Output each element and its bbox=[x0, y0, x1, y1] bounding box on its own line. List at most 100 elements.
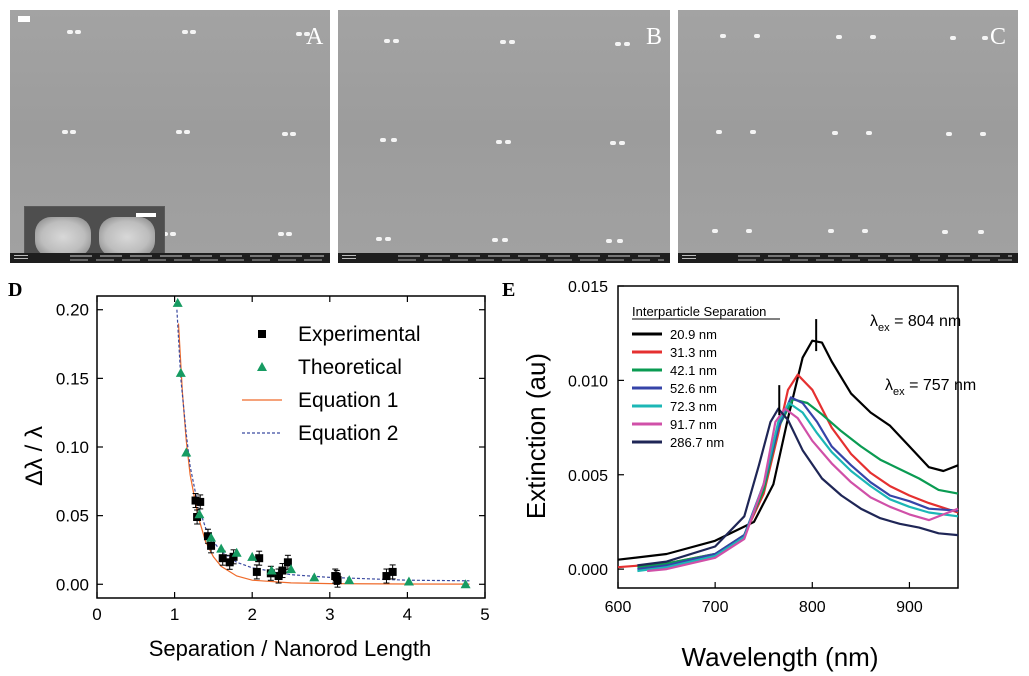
nanorod-closeup bbox=[99, 217, 155, 257]
spectrum-72-3-nm bbox=[637, 401, 959, 573]
nanorod bbox=[304, 32, 310, 36]
chart-e: E 600 700 800 900 0.000 0.005 0.010 0.015 λex =… bbox=[502, 279, 976, 672]
x-tick-label: 1 bbox=[170, 605, 179, 624]
nanorod bbox=[290, 132, 296, 136]
x-tick-label: 700 bbox=[702, 599, 729, 616]
nanorod bbox=[500, 40, 506, 44]
y-tick-label: 0.010 bbox=[568, 373, 608, 390]
data-point-theoretical bbox=[266, 565, 277, 575]
nanorod bbox=[190, 30, 196, 34]
nanorod bbox=[946, 132, 952, 136]
legend-swatch bbox=[257, 362, 267, 371]
legend-swatch bbox=[258, 330, 266, 338]
legend-label: Theoretical bbox=[298, 356, 402, 379]
nanorod bbox=[162, 232, 168, 236]
sem-image-a: A bbox=[10, 10, 330, 263]
x-tick-label: 5 bbox=[480, 605, 489, 624]
nanorod bbox=[716, 130, 722, 134]
legend-label: 20.9 nm bbox=[670, 327, 717, 342]
data-point-theoretical bbox=[309, 572, 320, 582]
x-axis-label: Separation / Nanorod Length bbox=[149, 636, 432, 661]
data-point-experimental bbox=[207, 541, 216, 550]
legend-label: 72.3 nm bbox=[670, 399, 717, 414]
legend-label: 31.3 nm bbox=[670, 345, 717, 360]
nanorod bbox=[385, 237, 391, 241]
legend-label: 52.6 nm bbox=[670, 381, 717, 396]
plot-frame bbox=[617, 285, 959, 589]
legend-label: 286.7 nm bbox=[670, 435, 724, 450]
nanorod bbox=[502, 238, 508, 242]
sem-background bbox=[678, 10, 1018, 253]
data-point-theoretical bbox=[194, 509, 205, 519]
series-line-equation-2 bbox=[176, 309, 470, 582]
data-point-theoretical bbox=[175, 367, 186, 377]
spectrum-52-6-nm bbox=[637, 396, 959, 571]
x-tick-label: 3 bbox=[325, 605, 334, 624]
y-tick-label: 0.15 bbox=[56, 369, 89, 388]
nanorod bbox=[866, 131, 872, 135]
y-tick-label: 0.005 bbox=[568, 468, 608, 485]
nanorod bbox=[509, 40, 515, 44]
data-point-theoretical bbox=[247, 551, 258, 561]
y-tick-label: 0.015 bbox=[568, 279, 608, 296]
y-tick-label: 0.00 bbox=[56, 575, 89, 594]
nanorod bbox=[393, 39, 399, 43]
data-point-experimental bbox=[225, 558, 234, 567]
nanorod bbox=[182, 30, 188, 34]
nanorod bbox=[746, 229, 752, 233]
legend-label: Equation 1 bbox=[298, 389, 398, 412]
sem-data-bar bbox=[338, 253, 670, 263]
data-point-experimental bbox=[229, 552, 238, 561]
panel-label-e: E bbox=[502, 279, 515, 301]
peak-annotation: λex = 804 nm bbox=[870, 313, 961, 334]
sem-data-bar bbox=[10, 253, 330, 263]
nanorod bbox=[619, 141, 625, 145]
nanorod bbox=[712, 229, 718, 233]
panel-letter-c: C bbox=[990, 24, 1007, 50]
chart-d: D 0 1 2 3 4 5 0.00 0.05 0.10 0.15 0.20 Experimenta… bbox=[8, 279, 490, 661]
nanorod bbox=[184, 130, 190, 134]
nanorod bbox=[836, 35, 842, 39]
nanorod bbox=[617, 239, 623, 243]
x-tick-label: 2 bbox=[247, 605, 256, 624]
spectrum-286-7-nm bbox=[637, 407, 959, 567]
data-point-theoretical bbox=[206, 532, 217, 542]
spectrum-20-9-nm bbox=[617, 339, 959, 561]
y-axis-label: Extinction (au) bbox=[521, 353, 551, 519]
nanorod bbox=[980, 132, 986, 136]
nanorod bbox=[62, 130, 68, 134]
nanorod bbox=[496, 140, 502, 144]
data-point-theoretical bbox=[216, 543, 227, 553]
data-point-theoretical bbox=[344, 575, 355, 585]
nanorod bbox=[70, 130, 76, 134]
data-point-experimental bbox=[252, 567, 261, 576]
x-tick-label: 600 bbox=[605, 599, 632, 616]
nanorod bbox=[720, 34, 726, 38]
data-point-theoretical bbox=[286, 564, 296, 574]
nanorod bbox=[754, 34, 760, 38]
nanorod bbox=[376, 237, 382, 241]
x-tick-label: 900 bbox=[896, 599, 923, 616]
nanorod bbox=[286, 232, 292, 236]
nanorod bbox=[615, 42, 621, 46]
plot-frame bbox=[96, 295, 486, 599]
nanorod bbox=[384, 39, 390, 43]
nanorod bbox=[278, 232, 284, 236]
series-line-equation-1 bbox=[177, 323, 470, 585]
data-point-experimental bbox=[218, 554, 227, 563]
data-point-theoretical bbox=[403, 576, 414, 586]
y-tick-label: 0.20 bbox=[56, 301, 89, 320]
nanorod-closeup bbox=[35, 217, 91, 257]
x-tick-label: 800 bbox=[799, 599, 826, 616]
data-point-experimental bbox=[278, 566, 287, 575]
legend-label: Experimental bbox=[298, 323, 421, 346]
legend-label: 42.1 nm bbox=[670, 363, 717, 378]
data-point-theoretical bbox=[181, 447, 192, 457]
nanorod bbox=[391, 138, 397, 142]
spectrum-91-7-nm bbox=[646, 407, 959, 573]
legend-label: 91.7 nm bbox=[670, 417, 717, 432]
scale-bar bbox=[18, 16, 30, 22]
y-tick-label: 0.05 bbox=[56, 507, 89, 526]
data-point-theoretical bbox=[231, 547, 242, 557]
nanorod bbox=[75, 30, 81, 34]
